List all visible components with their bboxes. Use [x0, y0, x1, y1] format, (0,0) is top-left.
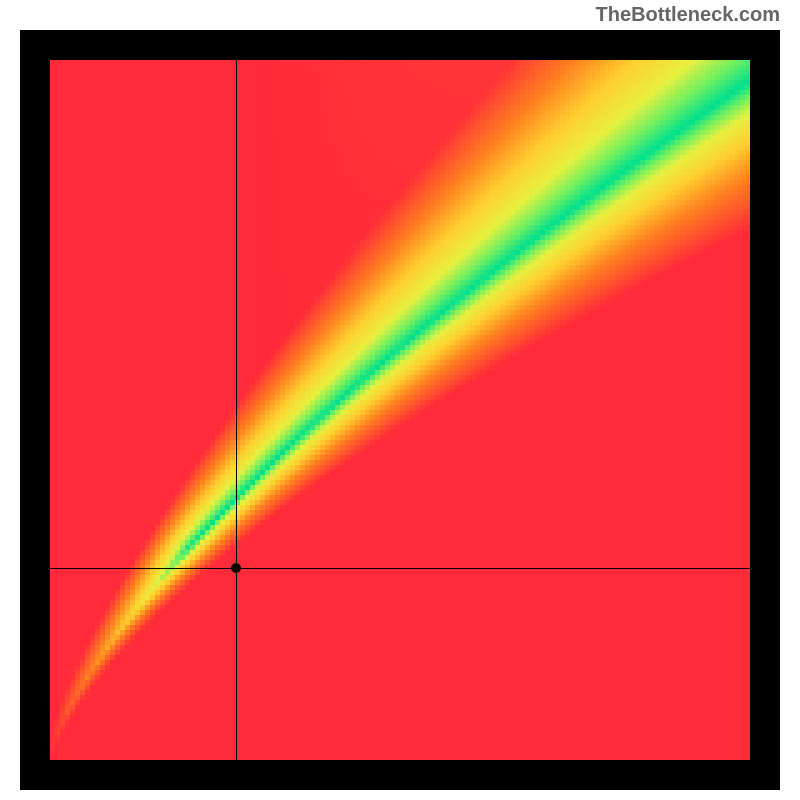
chart-container: TheBottleneck.com [0, 0, 800, 800]
crosshair-vertical [236, 60, 237, 760]
heatmap-canvas [50, 60, 750, 760]
heatmap-plot [50, 60, 750, 760]
crosshair-horizontal [50, 568, 750, 569]
bottleneck-marker [231, 563, 241, 573]
outer-frame [20, 30, 780, 790]
watermark-text: TheBottleneck.com [596, 4, 780, 27]
